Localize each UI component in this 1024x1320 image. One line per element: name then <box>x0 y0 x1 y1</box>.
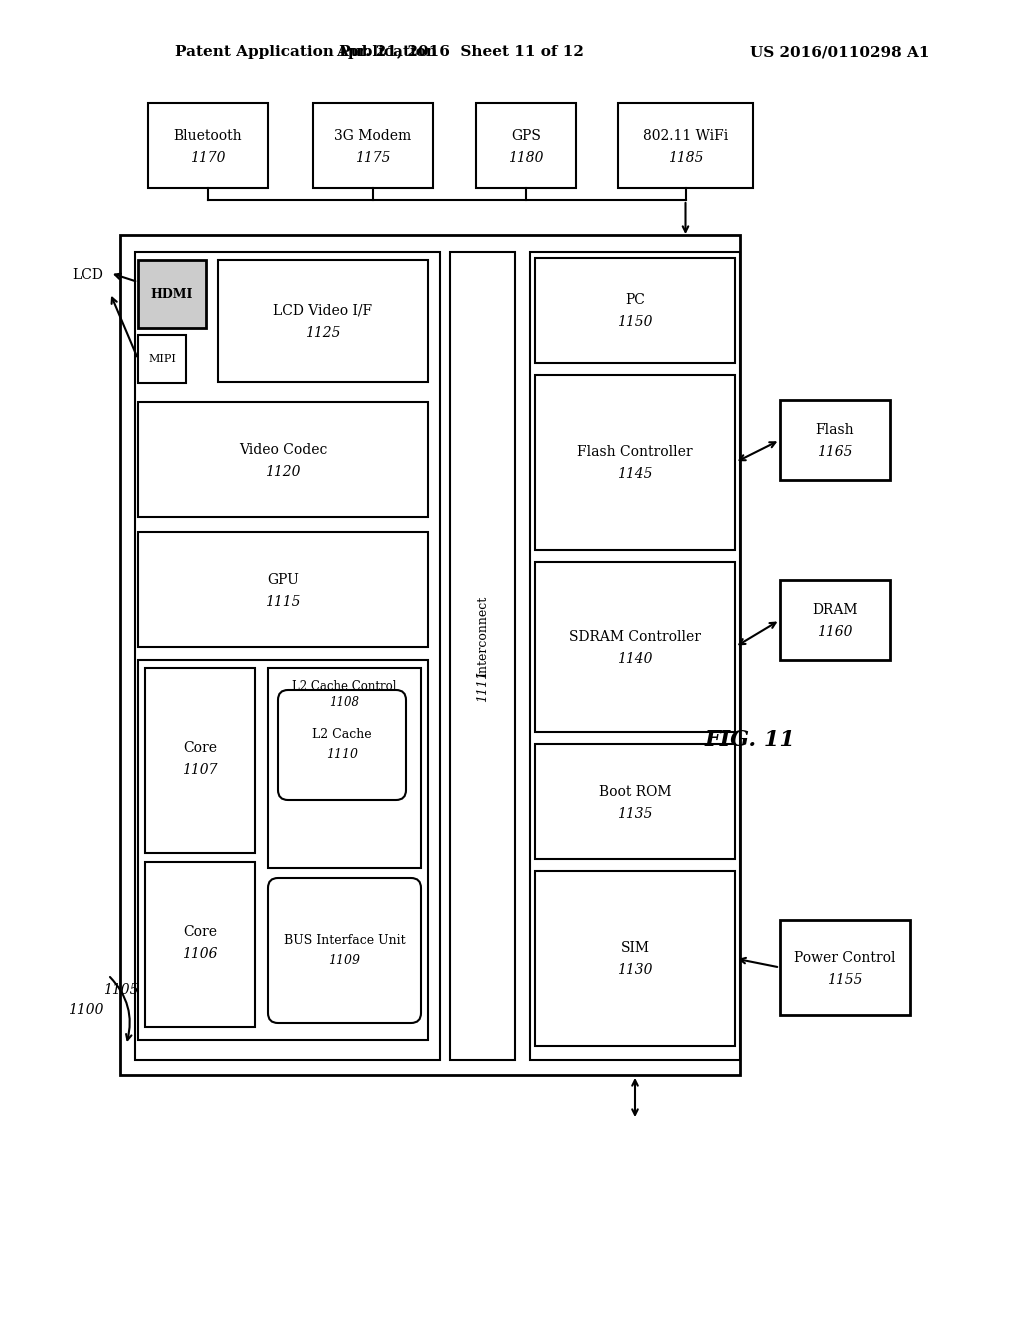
Text: 1170: 1170 <box>190 150 225 165</box>
Bar <box>780 400 890 480</box>
Bar <box>535 562 735 733</box>
Bar <box>780 920 910 1015</box>
Text: 1105: 1105 <box>103 983 138 997</box>
Bar <box>145 862 255 1027</box>
Text: 1106: 1106 <box>182 948 218 961</box>
Bar <box>218 260 428 381</box>
Bar <box>535 744 735 859</box>
Bar <box>138 532 428 647</box>
Bar <box>535 871 735 1045</box>
Bar <box>450 252 515 1060</box>
Bar <box>148 103 268 187</box>
Text: SDRAM Controller: SDRAM Controller <box>569 630 701 644</box>
Text: Apr. 21, 2016  Sheet 11 of 12: Apr. 21, 2016 Sheet 11 of 12 <box>336 45 584 59</box>
Bar <box>135 252 440 1060</box>
Text: 1108: 1108 <box>330 696 359 709</box>
Text: 1150: 1150 <box>617 315 652 330</box>
Text: 1175: 1175 <box>355 150 391 165</box>
Bar <box>138 660 428 1040</box>
Bar <box>476 103 575 187</box>
Bar <box>138 335 186 383</box>
Text: 1130: 1130 <box>617 964 652 978</box>
Text: MIPI: MIPI <box>148 354 176 364</box>
Text: 1155: 1155 <box>827 973 863 986</box>
Text: BUS Interface Unit: BUS Interface Unit <box>284 935 406 946</box>
Text: Core: Core <box>183 925 217 940</box>
Text: Patent Application Publication: Patent Application Publication <box>175 45 437 59</box>
Text: 1135: 1135 <box>617 807 652 821</box>
Text: Core: Core <box>183 742 217 755</box>
Bar <box>618 103 753 187</box>
Text: 1160: 1160 <box>817 624 853 639</box>
Bar <box>120 235 740 1074</box>
Text: Power Control: Power Control <box>795 950 896 965</box>
Text: 1185: 1185 <box>668 150 703 165</box>
Bar <box>268 668 421 869</box>
Text: Video Codec: Video Codec <box>239 442 328 457</box>
Text: 1115: 1115 <box>265 594 301 609</box>
Bar <box>780 579 890 660</box>
Bar <box>138 403 428 517</box>
Text: L2 Cache: L2 Cache <box>312 729 372 742</box>
Text: 1109: 1109 <box>329 954 360 968</box>
Bar <box>313 103 433 187</box>
Text: Bluetooth: Bluetooth <box>174 128 243 143</box>
Text: 1111: 1111 <box>476 671 489 702</box>
Text: PC: PC <box>625 293 645 308</box>
Text: L2 Cache Control: L2 Cache Control <box>292 680 396 693</box>
Text: SIM: SIM <box>621 941 649 956</box>
Text: 1140: 1140 <box>617 652 652 667</box>
Text: LCD Video I/F: LCD Video I/F <box>273 304 373 318</box>
Text: 1107: 1107 <box>182 763 218 777</box>
Text: 1125: 1125 <box>305 326 341 341</box>
Bar <box>535 257 735 363</box>
Text: 1120: 1120 <box>265 465 301 479</box>
Text: 1145: 1145 <box>617 467 652 482</box>
Text: Interconnect: Interconnect <box>476 595 489 677</box>
Text: 1180: 1180 <box>508 150 544 165</box>
FancyBboxPatch shape <box>268 878 421 1023</box>
Text: 802.11 WiFi: 802.11 WiFi <box>643 128 728 143</box>
Text: GPS: GPS <box>511 128 541 143</box>
Text: US 2016/0110298 A1: US 2016/0110298 A1 <box>751 45 930 59</box>
Text: Boot ROM: Boot ROM <box>599 784 672 799</box>
FancyBboxPatch shape <box>278 690 406 800</box>
Text: 1165: 1165 <box>817 445 853 459</box>
Text: DRAM: DRAM <box>812 603 858 616</box>
Text: Flash: Flash <box>816 422 854 437</box>
Bar <box>145 668 255 853</box>
Bar <box>138 260 206 327</box>
Bar <box>530 252 740 1060</box>
Bar <box>535 375 735 550</box>
Text: GPU: GPU <box>267 573 299 586</box>
Text: FIG. 11: FIG. 11 <box>705 729 796 751</box>
Text: 3G Modem: 3G Modem <box>335 128 412 143</box>
Text: HDMI: HDMI <box>151 288 194 301</box>
Text: 1110: 1110 <box>326 748 358 762</box>
Text: 1100: 1100 <box>68 1003 103 1016</box>
Text: Flash Controller: Flash Controller <box>578 446 693 459</box>
Text: LCD: LCD <box>73 268 103 282</box>
